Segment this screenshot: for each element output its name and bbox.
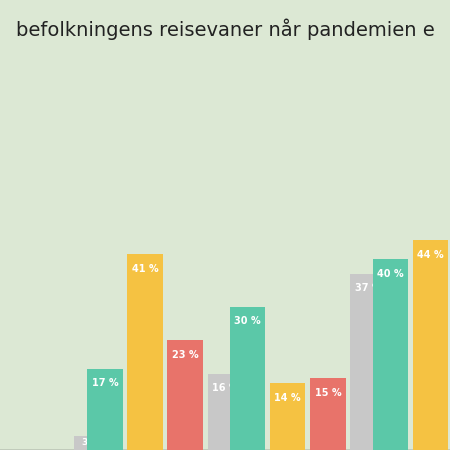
Bar xyxy=(373,259,408,450)
Bar xyxy=(87,369,122,450)
Text: 41 %: 41 % xyxy=(132,264,158,274)
Bar xyxy=(230,307,265,450)
Text: 15 %: 15 % xyxy=(315,388,341,398)
Text: 30 %: 30 % xyxy=(234,316,261,326)
Text: 23 %: 23 % xyxy=(172,350,198,360)
Bar xyxy=(270,383,306,450)
Bar xyxy=(207,374,243,450)
Text: 44 %: 44 % xyxy=(417,250,444,260)
Text: 3 %: 3 % xyxy=(82,438,101,447)
Bar xyxy=(310,378,346,450)
Bar xyxy=(413,240,448,450)
Text: 14 %: 14 % xyxy=(274,393,301,403)
Text: 17 %: 17 % xyxy=(91,378,118,388)
Bar xyxy=(351,274,386,450)
Bar xyxy=(74,436,109,450)
Text: 40 %: 40 % xyxy=(377,269,404,279)
Text: 16 %: 16 % xyxy=(212,383,238,393)
Text: befolkningens reisevaner når pandemien e: befolkningens reisevaner når pandemien e xyxy=(16,18,434,40)
Text: 37 %: 37 % xyxy=(355,283,381,293)
Bar xyxy=(127,254,162,450)
Bar xyxy=(167,340,203,450)
